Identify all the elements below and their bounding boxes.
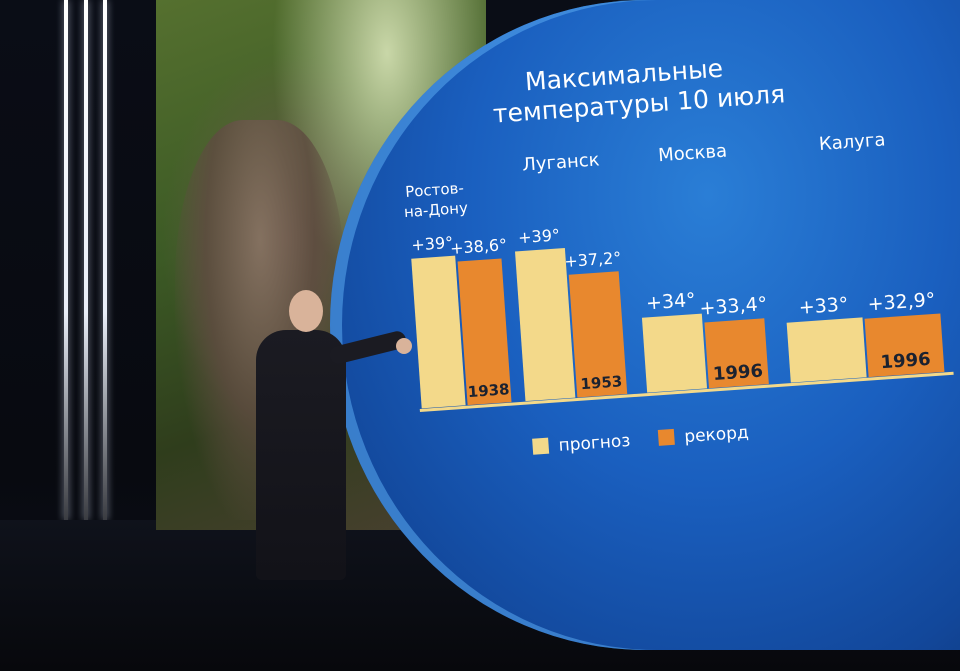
value-label-record-lugansk: +37,2° bbox=[564, 248, 622, 271]
value-label-record-rostov: +38,6° bbox=[449, 235, 507, 258]
value-label-record-kaluga: +32,9° bbox=[867, 289, 936, 316]
bar-forecast-rostov bbox=[411, 255, 466, 409]
year-label-lugansk: 1953 bbox=[580, 372, 623, 393]
legend-label-record: рекорд bbox=[684, 423, 750, 447]
city-label-rostov-line-2: на-Дону bbox=[403, 199, 468, 221]
bar-forecast-kaluga bbox=[786, 317, 867, 383]
x-axis-line bbox=[419, 371, 954, 413]
presenter-body bbox=[256, 330, 346, 580]
value-label-forecast-kaluga: +33° bbox=[798, 293, 849, 318]
bar-record-rostov bbox=[457, 258, 512, 406]
bar-record-kaluga bbox=[864, 313, 945, 378]
presenter-hand bbox=[396, 338, 412, 354]
city-label-kaluga: Калуга bbox=[818, 129, 886, 155]
year-label-moskva: 1996 bbox=[712, 361, 763, 385]
legend-swatch-record bbox=[657, 428, 675, 446]
value-label-forecast-lugansk: +39° bbox=[518, 225, 561, 247]
value-label-forecast-rostov: +39° bbox=[411, 233, 454, 255]
year-label-kaluga: 1996 bbox=[880, 349, 931, 373]
legend-label-forecast: прогноз bbox=[558, 431, 631, 456]
city-label-lugansk: Луганск bbox=[522, 149, 601, 175]
year-label-rostov: 1938 bbox=[467, 380, 510, 401]
presenter-head bbox=[289, 290, 323, 332]
value-label-forecast-moskva: +34° bbox=[645, 289, 696, 314]
light-strip-2 bbox=[84, 0, 88, 520]
value-label-record-moskva: +33,4° bbox=[699, 293, 768, 320]
light-strip-3 bbox=[103, 0, 107, 520]
city-label-moskva: Москва bbox=[657, 140, 727, 166]
bar-record-moskva bbox=[704, 318, 769, 389]
bar-forecast-moskva bbox=[641, 313, 708, 393]
bar-forecast-lugansk bbox=[515, 248, 576, 402]
city-label-rostov-line-1: Ростов- bbox=[405, 179, 465, 201]
bar-record-lugansk bbox=[568, 271, 628, 398]
legend: прогноз рекорд bbox=[532, 423, 750, 456]
light-strip-1 bbox=[64, 0, 68, 520]
legend-swatch-forecast bbox=[532, 437, 550, 455]
